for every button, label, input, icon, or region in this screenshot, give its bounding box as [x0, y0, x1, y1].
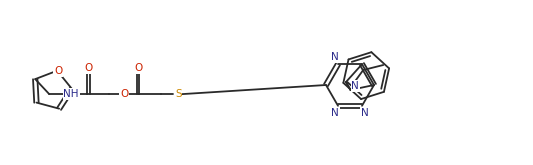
Text: O: O — [134, 63, 142, 73]
Text: N: N — [331, 52, 339, 62]
Text: O: O — [54, 66, 62, 76]
Text: NH: NH — [63, 89, 79, 99]
Text: N: N — [331, 108, 339, 118]
Text: N: N — [351, 81, 359, 91]
Text: S: S — [175, 89, 182, 99]
Text: O: O — [120, 89, 128, 99]
Text: O: O — [84, 63, 92, 73]
Text: N: N — [361, 108, 369, 118]
